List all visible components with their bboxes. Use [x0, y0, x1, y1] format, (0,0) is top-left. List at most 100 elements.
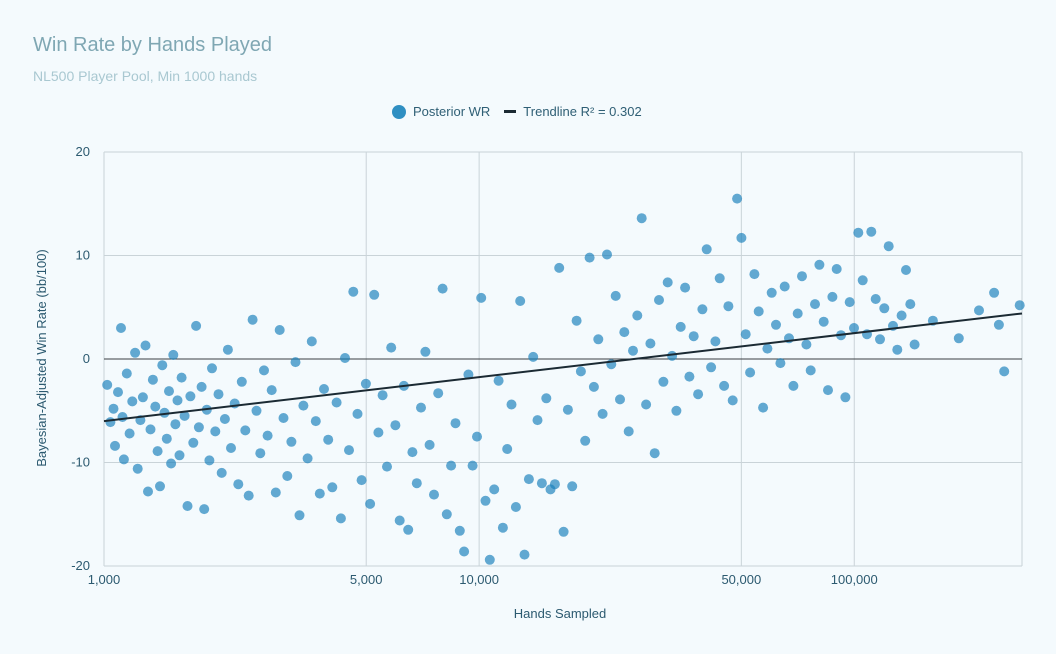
- data-point: [348, 286, 359, 297]
- data-point: [290, 357, 301, 368]
- data-point: [411, 478, 422, 489]
- data-point: [688, 331, 699, 342]
- data-point: [152, 446, 163, 457]
- data-point: [446, 460, 457, 471]
- data-point: [905, 299, 916, 310]
- data-point: [176, 372, 187, 383]
- data-point: [170, 419, 181, 430]
- data-point: [124, 428, 135, 439]
- y-tick-label: -10: [71, 455, 90, 470]
- legend-label-scatter: Posterior WR: [413, 104, 491, 119]
- data-point: [532, 415, 543, 426]
- data-point: [549, 479, 560, 490]
- data-point: [484, 554, 495, 565]
- data-point: [335, 513, 346, 524]
- data-point: [319, 384, 329, 394]
- y-tick-label: 10: [76, 248, 90, 263]
- data-point: [150, 401, 161, 412]
- data-point: [502, 444, 513, 454]
- data-point: [143, 486, 153, 497]
- data-point: [294, 510, 305, 521]
- data-point: [373, 427, 384, 438]
- data-point: [844, 297, 855, 308]
- data-point: [736, 232, 747, 243]
- data-point: [489, 484, 500, 495]
- data-point: [441, 509, 452, 520]
- data-point: [762, 343, 773, 354]
- data-point: [369, 289, 380, 300]
- data-point: [597, 408, 608, 419]
- data-point: [974, 305, 984, 316]
- data-point: [286, 436, 297, 447]
- data-point: [147, 374, 158, 385]
- data-point: [213, 389, 224, 400]
- trendline-group: [103, 312, 1023, 423]
- data-point: [623, 426, 634, 437]
- data-point: [188, 437, 199, 448]
- data-point: [266, 385, 277, 396]
- data-point: [298, 400, 309, 411]
- data-point: [1014, 300, 1025, 311]
- data-point: [649, 448, 660, 459]
- data-point: [989, 287, 1000, 298]
- data-point: [727, 395, 738, 406]
- data-point: [110, 440, 120, 451]
- legend-label-trendline: Trendline R² = 0.302: [523, 104, 642, 119]
- data-point: [360, 378, 371, 389]
- data-point: [875, 334, 885, 345]
- data-point: [493, 375, 504, 386]
- data-point: [216, 467, 227, 478]
- data-point: [270, 487, 281, 498]
- data-point: [164, 386, 174, 397]
- data-point: [749, 269, 760, 280]
- data-point: [172, 395, 183, 406]
- data-point: [510, 502, 521, 512]
- data-point: [105, 417, 116, 428]
- data-point: [632, 310, 643, 321]
- data-point: [137, 392, 148, 403]
- data-point: [523, 474, 534, 485]
- data-point: [403, 524, 414, 535]
- data-point: [619, 327, 630, 338]
- data-point: [753, 306, 764, 317]
- data-point: [166, 458, 177, 469]
- data-point: [420, 346, 431, 357]
- data-point: [344, 445, 354, 456]
- data-point: [693, 389, 704, 400]
- data-point: [199, 504, 210, 515]
- data-point: [121, 368, 132, 379]
- data-point: [407, 447, 418, 458]
- data-point: [662, 277, 673, 288]
- data-point: [472, 431, 482, 442]
- data-point: [497, 522, 508, 533]
- legend-item-scatter[interactable]: Posterior WR: [392, 104, 490, 119]
- x-tick-label: 50,000: [721, 572, 761, 587]
- data-point: [145, 424, 156, 435]
- data-point: [797, 271, 807, 282]
- y-axis-label: Bayesian-Adjusted Win Rate (bb/100): [34, 249, 49, 467]
- data-point: [454, 525, 465, 536]
- data-point: [132, 463, 143, 474]
- data-point: [196, 381, 207, 392]
- data-points: [102, 193, 1025, 565]
- data-point: [584, 252, 595, 263]
- data-point: [999, 366, 1010, 377]
- data-point: [204, 455, 215, 466]
- data-point: [745, 367, 756, 378]
- data-point: [675, 321, 686, 332]
- data-point: [831, 264, 842, 274]
- trendline: [103, 312, 1023, 423]
- legend-item-trendline[interactable]: Trendline R² = 0.302: [504, 104, 642, 119]
- data-point: [857, 275, 868, 286]
- data-point: [306, 336, 317, 347]
- data-point: [779, 281, 790, 292]
- data-point: [636, 213, 647, 224]
- data-point: [740, 329, 751, 340]
- data-point: [116, 323, 126, 333]
- data-point: [433, 388, 444, 399]
- data-point: [157, 360, 168, 371]
- data-point: [179, 410, 190, 421]
- data-point: [870, 294, 881, 304]
- data-point: [118, 454, 129, 465]
- data-point: [536, 478, 547, 489]
